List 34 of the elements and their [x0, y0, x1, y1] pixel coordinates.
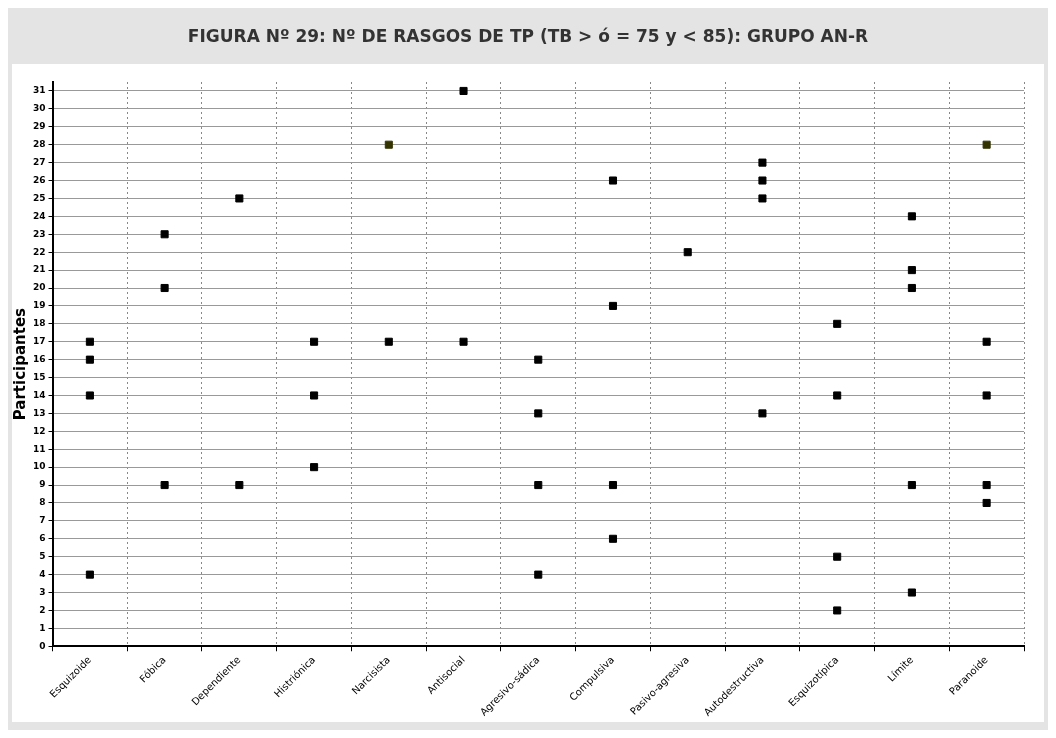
- y-tick-label: 24: [32, 210, 46, 221]
- y-tick-label: 18: [32, 318, 46, 329]
- y-tick-label: 7: [39, 515, 46, 526]
- y-tick-label: 11: [32, 443, 46, 454]
- y-tick-label: 20: [32, 282, 46, 293]
- y-tick-label: 19: [32, 300, 46, 311]
- y-tick-label: 12: [32, 425, 46, 436]
- chart-title: FIGURA Nº 29: Nº DE RASGOS DE TP (TB > ó = 75 y < 85): GRUPO AN-R: [186, 25, 870, 48]
- y-tick-label: 25: [32, 192, 46, 203]
- y-tick-label: 10: [32, 461, 46, 472]
- y-tick-label: 23: [32, 228, 46, 239]
- y-tick-label: 21: [32, 264, 46, 275]
- y-tick-label: 4: [39, 568, 46, 579]
- y-tick-label: 22: [32, 246, 46, 257]
- y-tick-label: 2: [39, 604, 46, 615]
- y-tick-label: 13: [32, 407, 46, 418]
- y-tick-label: 15: [32, 371, 46, 382]
- y-tick-label: 30: [32, 103, 46, 114]
- y-tick-label: 31: [32, 85, 46, 96]
- y-tick-label: 1: [39, 622, 46, 633]
- y-tick-label: 28: [32, 139, 46, 150]
- y-tick-label: 5: [39, 551, 46, 562]
- y-tick-label: 17: [32, 336, 46, 347]
- y-tick-label: 26: [32, 174, 46, 185]
- y-tick-label: 8: [39, 497, 46, 508]
- y-tick-label: 3: [39, 586, 46, 597]
- y-tick-label: 27: [32, 156, 46, 167]
- y-tick-label: 14: [32, 389, 46, 400]
- y-tick-label: 9: [39, 479, 46, 490]
- y-tick-label: 29: [32, 121, 46, 132]
- y-tick-label: 16: [32, 354, 46, 364]
- y-axis-title: Participantes: [10, 307, 29, 421]
- y-tick-label: 6: [39, 533, 46, 544]
- y-tick-label: 0: [39, 640, 46, 651]
